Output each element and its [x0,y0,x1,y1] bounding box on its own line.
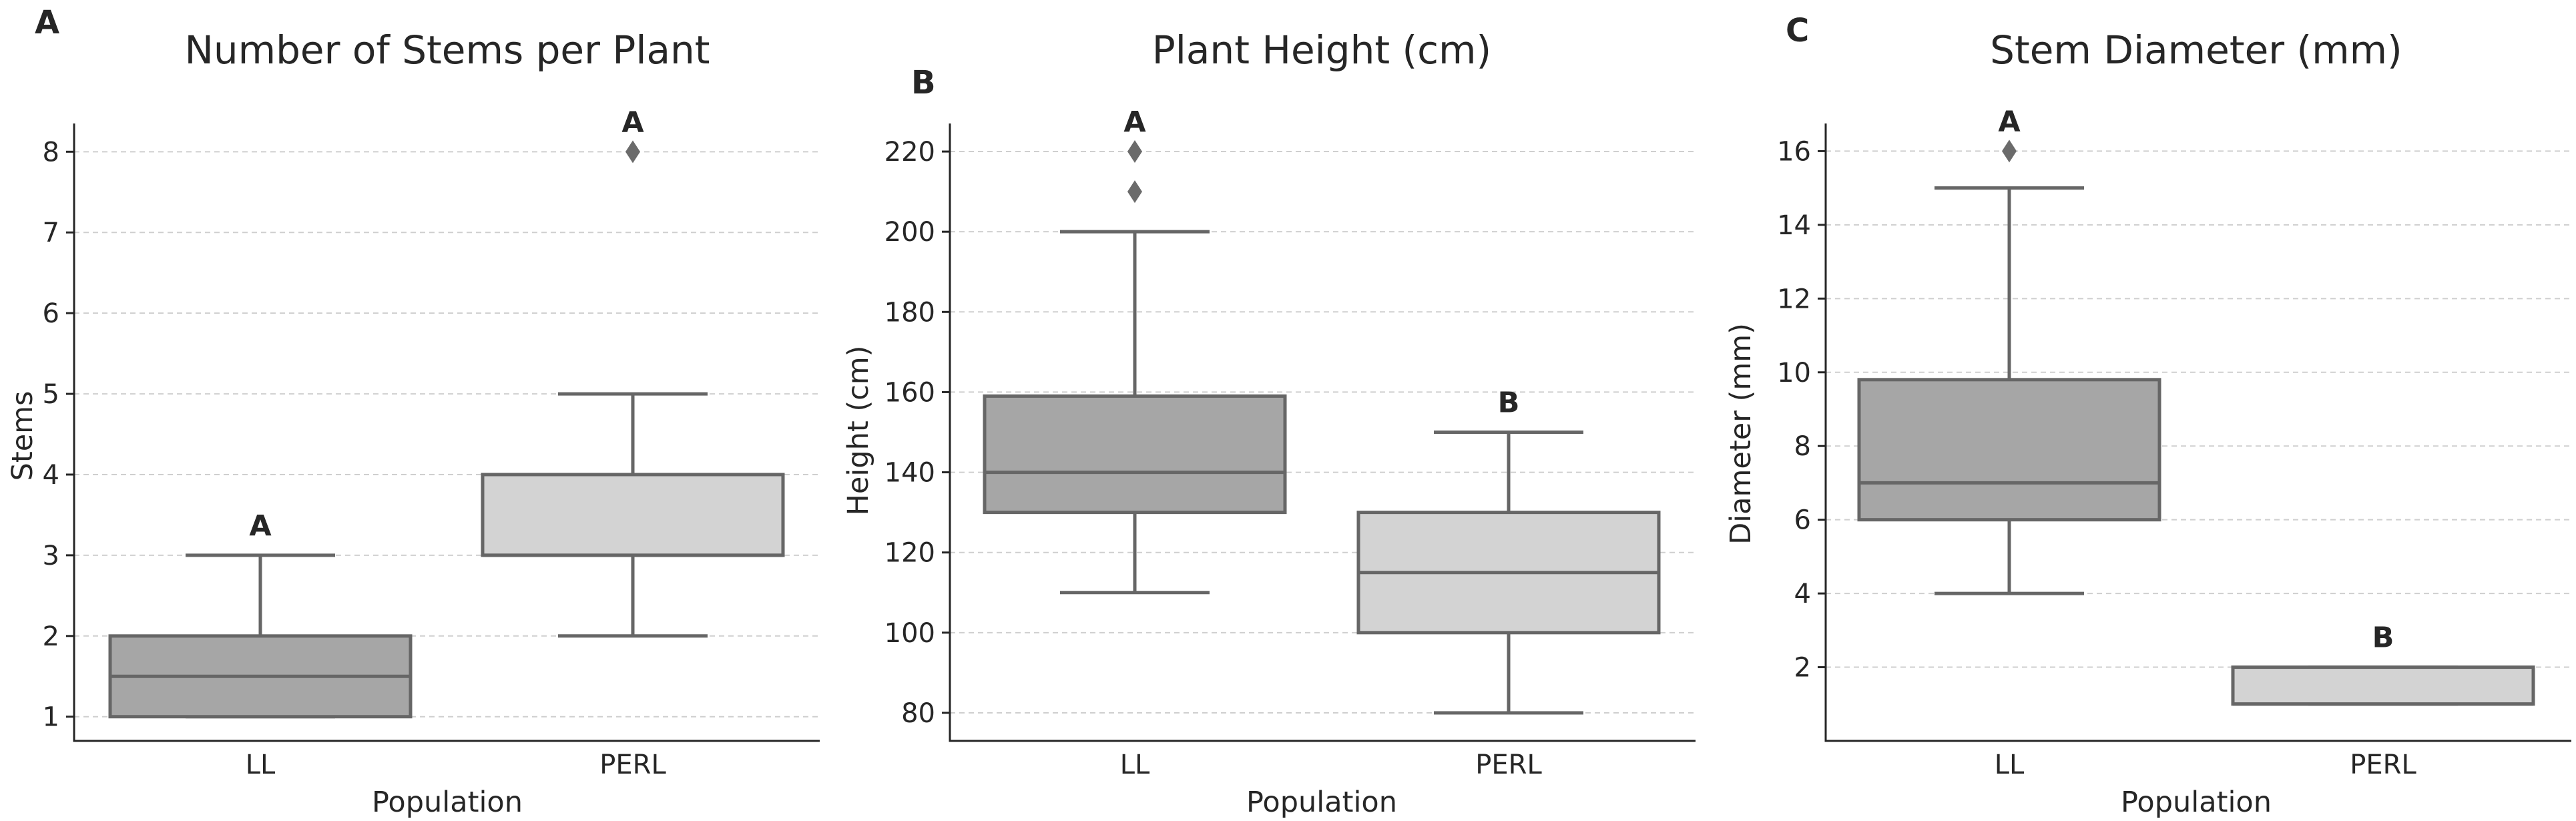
box-iqr [983,394,1287,515]
significance-letter: A [621,105,644,139]
significance-letter: B [2372,621,2394,655]
boxes: AB [983,105,1661,715]
y-tick-label: 8 [43,137,59,168]
box-iqr [1857,378,2161,522]
outlier-point [1127,180,1142,204]
y-tick-label: 1 [43,702,59,733]
panel-b: B Plant Height (cm) 80 100 120 140 160 180 200… [842,27,1696,819]
significance-letter: A [1123,105,1146,139]
x-tick-label: PERL [1475,750,1542,780]
y-tick-label: 8 [1794,431,1811,462]
y-tick-label: 2 [43,621,59,652]
box-iqr [2231,665,2535,706]
y-tick-label: 4 [1794,579,1811,609]
x-axis-label: Population [1246,786,1397,819]
chart-title-stems: Number of Stems per Plant [184,27,710,73]
y-tick-label: 10 [1777,358,1811,388]
y-tick-label: 5 [43,379,59,410]
y-axis-label: Stems [6,391,39,481]
chart-title-height: Plant Height (cm) [1152,27,1491,73]
y-tick-label: 120 [884,538,935,569]
panel-label-b: B [911,64,936,101]
significance-letter: A [249,509,272,543]
x-axis-label: Population [372,786,523,819]
y-tick-label: 16 [1777,136,1811,167]
y-axis-label: Height (cm) [842,346,875,516]
y-tick-label: 200 [884,217,935,248]
y-ticks: 2 4 6 8 10 12 14 16 [1777,136,1826,683]
y-tick-label: 180 [884,297,935,328]
x-tick-label: PERL [599,750,666,780]
chart-title-diameter: Stem Diameter (mm) [1990,27,2402,73]
box-perl: A [481,105,785,638]
y-tick-label: 12 [1777,284,1811,314]
panel-label-c: C [1786,12,1809,49]
box-ll: A [1857,105,2161,595]
box-ll: A [108,509,413,719]
y-tick-label: 14 [1777,210,1811,241]
box-perl: B [2231,621,2535,706]
box-iqr [481,473,785,557]
panel-label-a: A [35,4,59,41]
y-ticks: 80 100 120 140 160 180 200 220 [884,137,950,729]
y-tick-label: 220 [884,137,935,168]
box-perl: B [1356,386,1661,715]
y-ticks: 1 2 3 4 5 6 7 8 [43,137,74,733]
y-tick-label: 140 [884,458,935,489]
outlier-point [625,140,640,164]
x-tick-label: LL [246,750,276,780]
x-axis-label: Population [2121,786,2272,819]
y-axis-label: Diameter (mm) [1724,323,1758,545]
x-tick-label: PERL [2350,750,2416,780]
y-tick-label: 6 [43,298,59,329]
boxes: AA [108,105,785,719]
y-tick-label: 6 [1794,505,1811,536]
boxes: AB [1857,105,2535,706]
y-tick-label: 100 [884,618,935,649]
y-tick-label: 3 [43,541,59,571]
y-tick-label: 2 [1794,653,1811,683]
outlier-point [1127,140,1142,164]
significance-letter: B [1498,386,1520,420]
y-tick-label: 160 [884,377,935,408]
x-tick-label: LL [1995,750,2025,780]
y-tick-label: 80 [901,698,935,729]
significance-letter: A [1998,105,2021,138]
box-ll: A [983,105,1287,595]
outlier-point [2002,140,2017,163]
y-tick-label: 7 [43,218,59,248]
y-tick-label: 4 [43,460,59,491]
gridlines [74,151,820,718]
x-tick-label: LL [1120,750,1150,780]
